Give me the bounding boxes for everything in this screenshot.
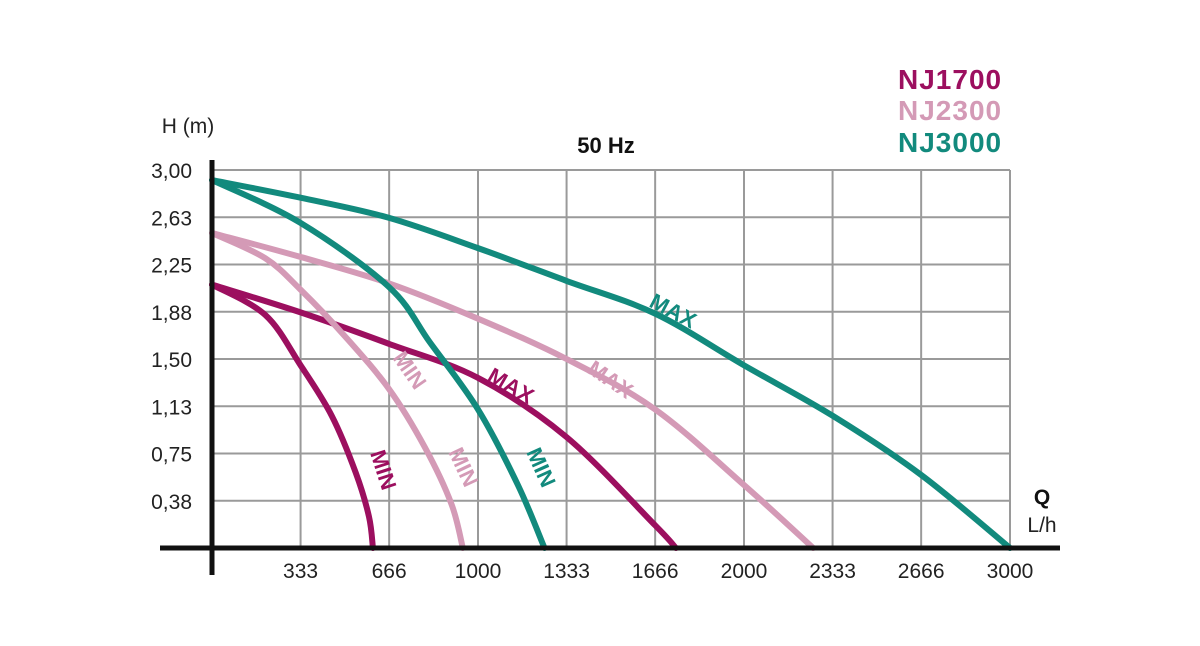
annotation-nj2300-max: MAX [583,355,638,403]
x-axis-label: Q [1034,486,1050,509]
x-tick-label: 1333 [543,560,590,583]
legend-item-nj2300: NJ2300 [898,95,1002,126]
curve-nj2300-min [209,230,466,551]
x-tick-label: 2666 [898,560,945,583]
annotation-nj3000-max: MAX [646,288,701,333]
y-tick-label: 0,38 [151,491,192,514]
x-tick-label: 3000 [987,560,1034,583]
x-tick-label: 2000 [721,560,768,583]
annotation-nj3000-min: MIN [521,444,560,491]
curve-nj3000-min [209,177,548,551]
chart-title: 50 Hz [577,133,634,158]
y-axis-label: H (m) [162,115,214,138]
y-tick-label: 0,75 [151,444,192,467]
curve-nj1700-max [209,281,679,551]
x-axis-unit: L/h [1027,514,1056,537]
x-tick-label: 2333 [809,560,856,583]
x-tick-label: 1666 [632,560,679,583]
y-tick-label: 2,63 [151,207,192,230]
x-tick-label: 333 [283,560,318,583]
y-tick-label: 2,25 [151,255,192,278]
legend-item-nj1700: NJ1700 [898,64,1002,95]
legend: NJ1700 NJ2300 NJ3000 [898,64,1002,158]
axes [160,160,1060,575]
x-tick-label: 1000 [455,560,502,583]
x-tick-label: 666 [372,560,407,583]
curves [209,177,1013,551]
y-tick-label: 1,13 [151,396,192,419]
tick-labels: 333 666 1000 1333 1666 2000 2333 2666 3000 3,00 2,… [151,160,1033,583]
y-tick-label: 1,50 [151,349,192,372]
legend-item-nj3000: NJ3000 [898,127,1002,158]
y-tick-label: 1,88 [151,302,192,325]
annotation-nj1700-max: MAX [484,363,539,409]
curve-nj2300-max [209,230,817,551]
curve-nj1700-min [209,281,376,551]
curve-nj3000-max [209,177,1013,551]
grid [212,169,1011,548]
y-tick-label: 3,00 [151,160,192,183]
